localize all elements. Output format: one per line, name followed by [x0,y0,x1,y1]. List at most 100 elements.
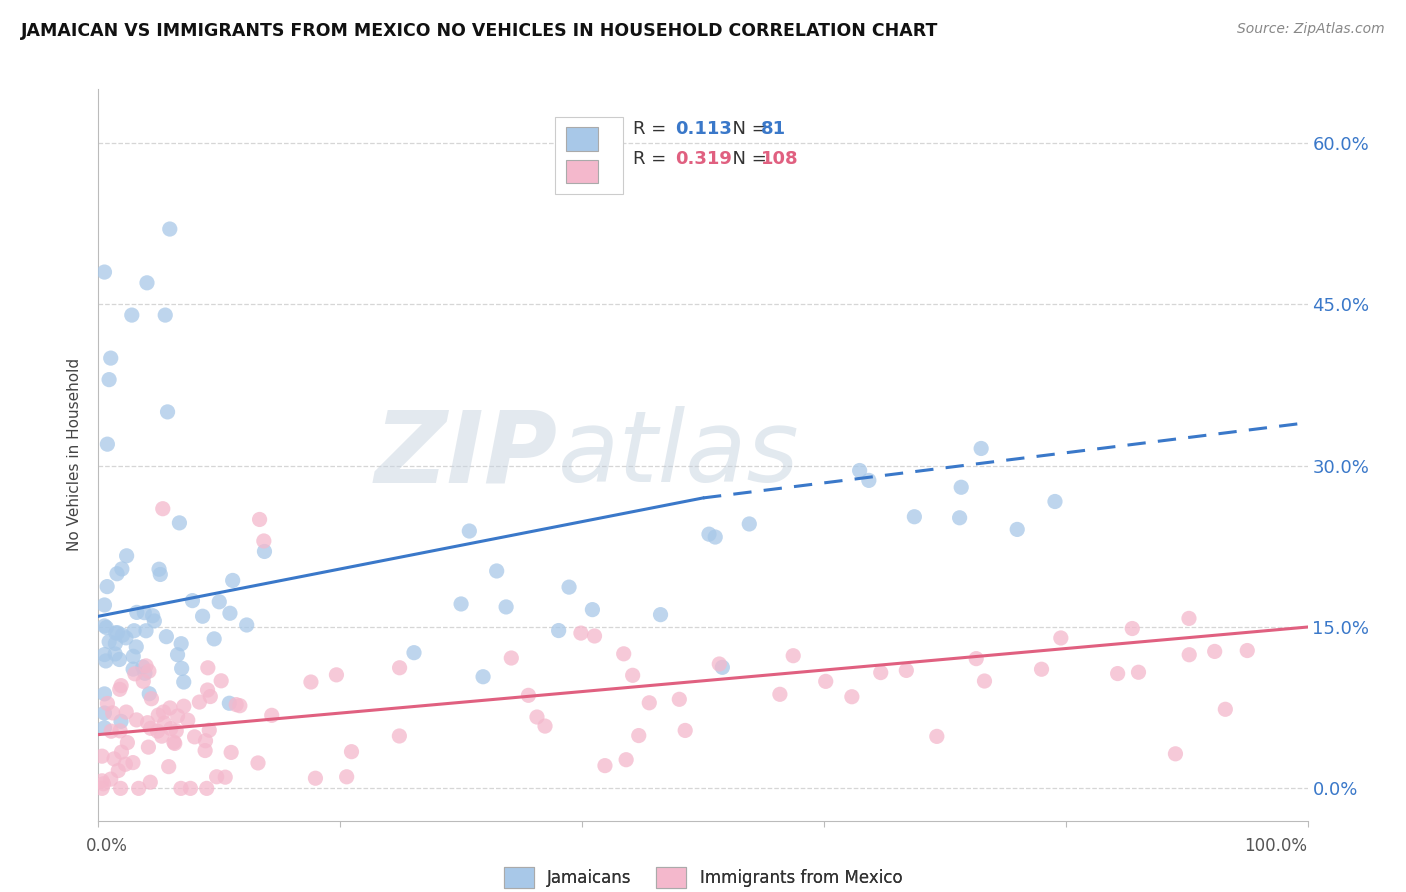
Point [122,662,145,676]
Point [858,474,880,488]
Point [1043,494,1066,508]
Point [143,614,166,628]
Point [169,516,191,530]
Point [98,373,121,387]
Point [501,651,523,665]
Text: 0.319: 0.319 [675,150,733,168]
Point [450,597,472,611]
Point [142,608,165,623]
Point [517,689,540,703]
Point [495,599,517,614]
Point [388,661,411,675]
Point [950,480,973,494]
Point [166,648,188,662]
Point [159,722,181,736]
Point [402,646,425,660]
Point [965,651,987,665]
Point [638,696,661,710]
Point [1215,702,1237,716]
Point [198,723,221,738]
Point [134,666,156,681]
Point [101,706,124,720]
Point [841,690,863,704]
Point [93,777,115,791]
Point [115,549,138,563]
Text: ZIP: ZIP [375,407,558,503]
Point [613,647,636,661]
Point [197,683,219,698]
Point [547,624,569,638]
Text: Source: ZipAtlas.com: Source: ZipAtlas.com [1237,22,1385,37]
Point [93,619,115,633]
Point [191,609,214,624]
Point [1050,631,1073,645]
Text: 81: 81 [761,120,786,138]
Point [96,621,118,635]
Point [155,308,177,322]
Point [253,533,276,548]
Point [132,674,155,689]
Point [91,781,114,796]
Point [179,781,201,796]
Point [100,724,122,739]
Text: R =: R = [633,150,672,168]
Point [485,564,508,578]
Point [107,764,129,778]
Point [225,698,247,712]
Point [110,679,132,693]
Point [200,690,222,704]
Point [247,756,270,770]
Text: JAMAICAN VS IMMIGRANTS FROM MEXICO NO VEHICLES IN HOUSEHOLD CORRELATION CHART: JAMAICAN VS IMMIGRANTS FROM MEXICO NO VE… [21,22,938,40]
Legend: Jamaicans, Immigrants from Mexico: Jamaicans, Immigrants from Mexico [495,858,911,892]
Point [583,629,606,643]
Point [91,773,114,788]
Point [152,501,174,516]
Text: N =: N = [721,150,773,168]
Point [593,758,616,772]
Point [558,580,581,594]
Point [205,770,228,784]
Point [134,606,156,620]
Point [458,524,481,538]
Point [218,696,240,710]
Point [782,648,804,663]
Point [738,516,761,531]
Point [93,687,115,701]
Point [148,708,170,723]
Point [108,682,131,697]
Point [141,691,163,706]
Text: 0.0%: 0.0% [86,837,128,855]
Point [105,566,128,581]
Point [194,733,217,747]
Point [122,756,145,770]
Point [769,687,792,701]
Point [166,709,188,723]
Text: R =: R = [633,120,672,138]
Point [173,675,195,690]
Point [122,624,145,638]
Point [195,781,218,796]
Point [110,745,132,759]
Point [125,606,148,620]
Point [197,661,219,675]
Point [93,265,115,279]
Point [219,607,242,621]
Point [181,593,204,607]
Point [229,698,252,713]
Point [214,770,236,784]
Point [104,647,127,661]
Point [973,673,995,688]
Point [235,618,257,632]
Point [110,781,132,796]
Point [711,660,734,674]
Point [138,664,160,678]
Point [125,713,148,727]
Point [668,692,690,706]
Point [170,661,193,675]
Point [869,665,891,680]
Point [104,625,127,640]
Point [122,649,145,664]
Point [614,753,637,767]
Point [260,708,283,723]
Point [627,729,650,743]
